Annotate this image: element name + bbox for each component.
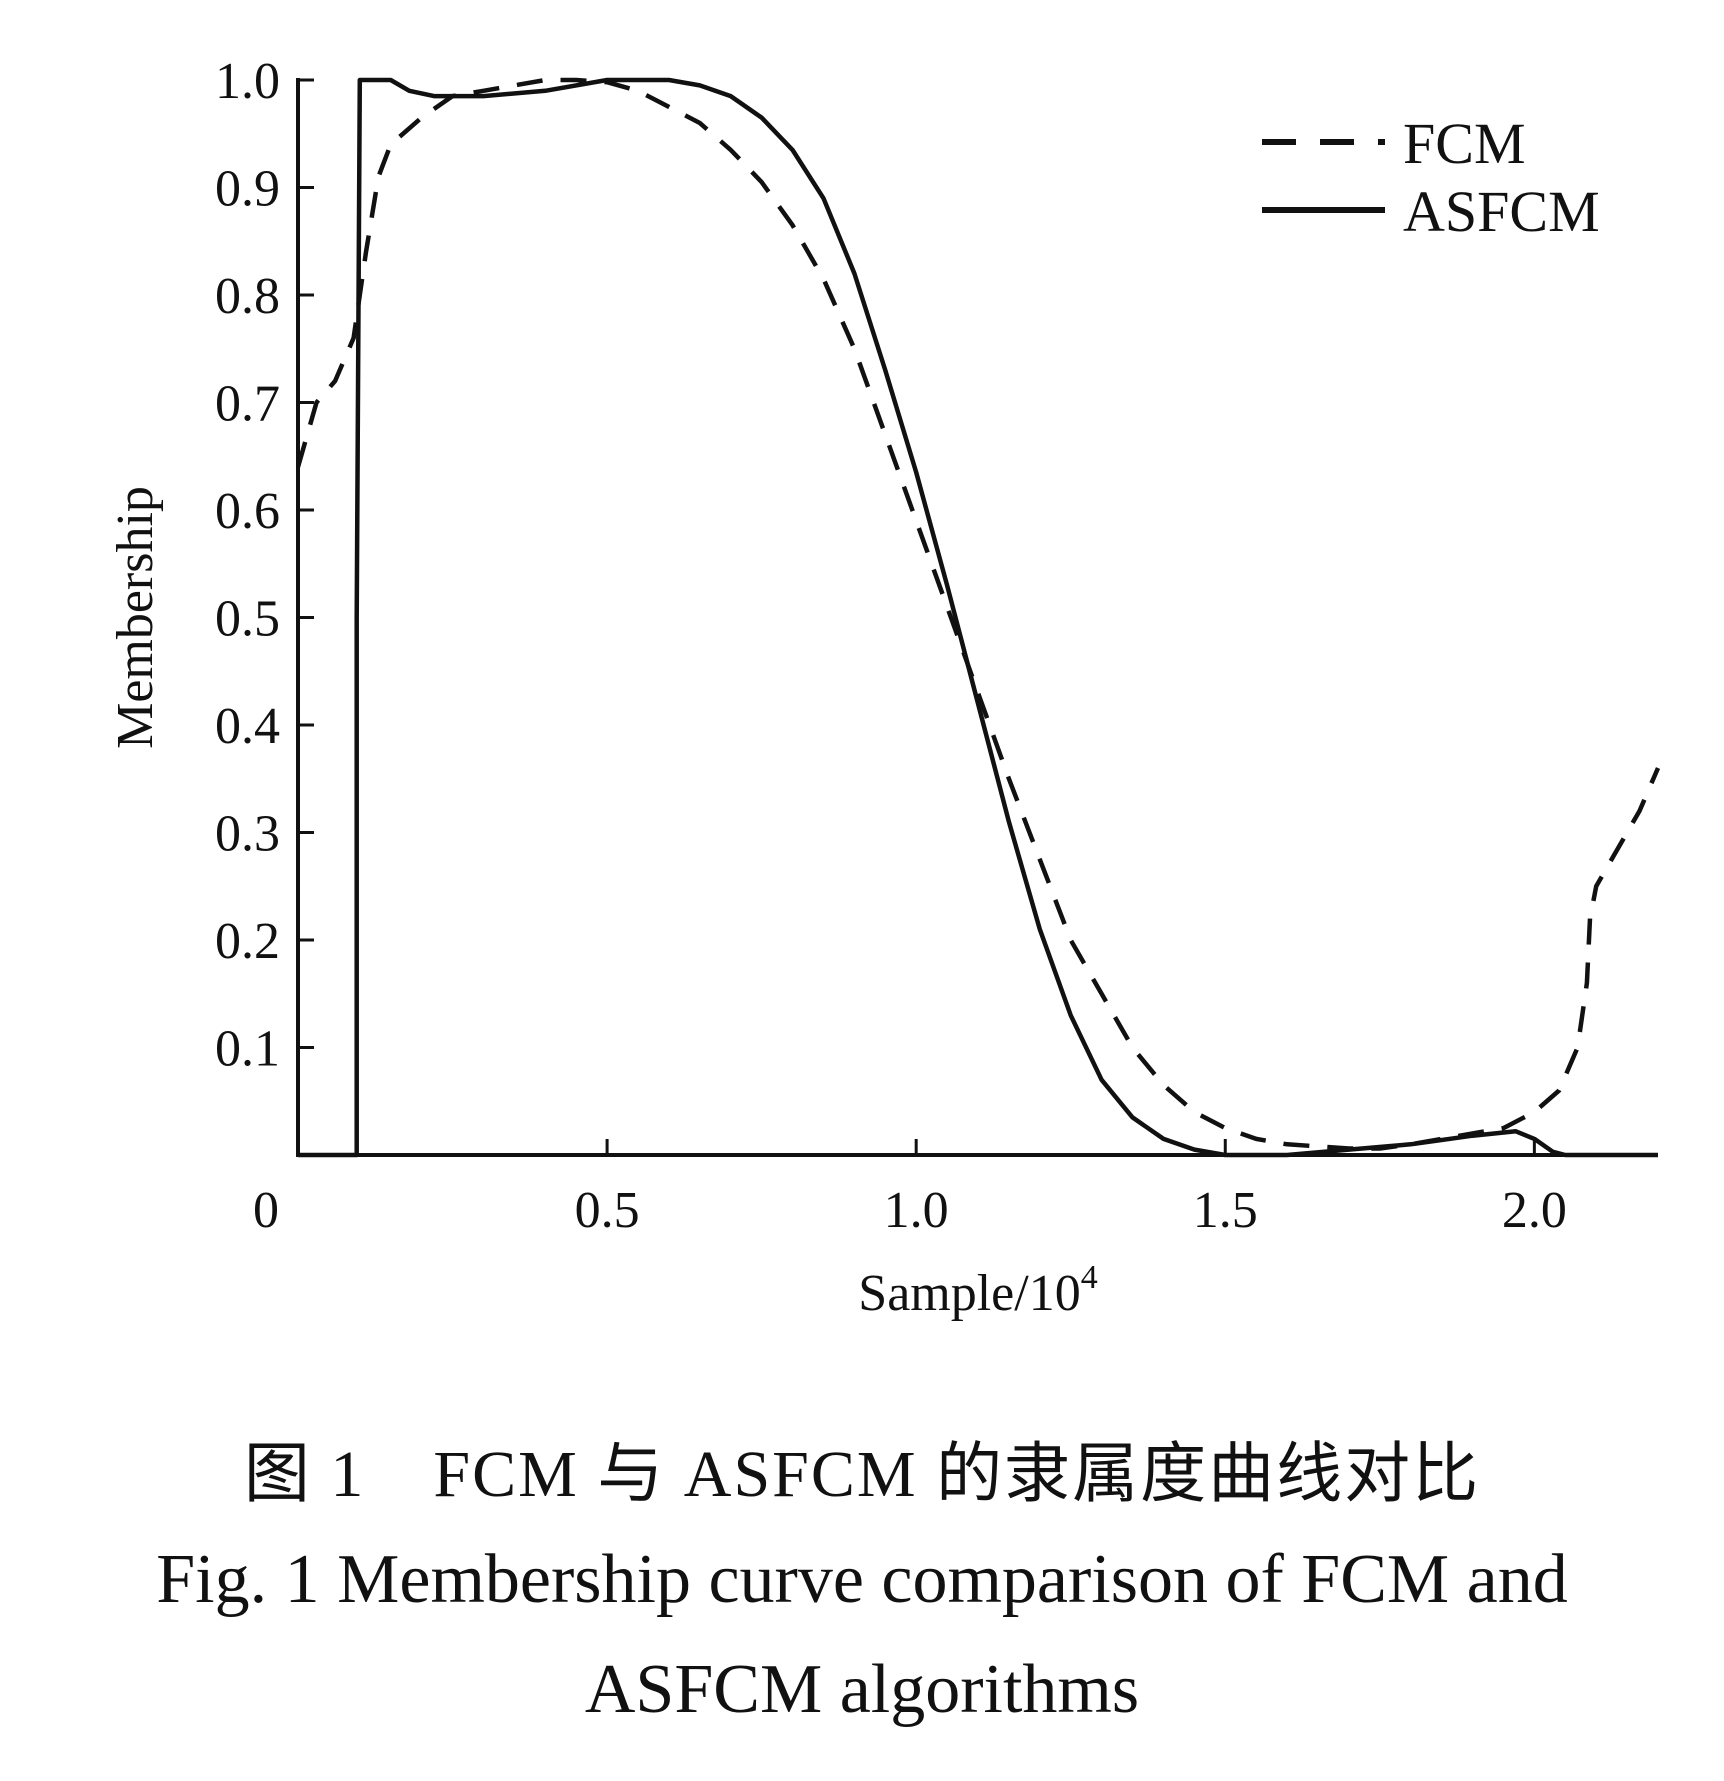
y-ticks: 0.1 0.2 0.3 0.4 0.5 0.6 0.7 0.8 0.9 1.0 [215, 53, 314, 1078]
x-axis-title-superscript: 4 [1081, 1259, 1098, 1296]
y-tick-label: 1.0 [215, 53, 280, 110]
x-tick-label: 2.0 [1502, 1182, 1567, 1239]
y-tick-label: 0.2 [215, 913, 280, 970]
y-tick-label: 0.4 [215, 698, 280, 755]
legend: FCM ASFCM [1262, 111, 1600, 244]
x-axis-title-text: Sample/10 [858, 1265, 1080, 1322]
x-tick-label: 1.5 [1193, 1182, 1258, 1239]
y-axis-title: Membership [107, 486, 164, 749]
y-tick-label: 0.1 [215, 1021, 280, 1078]
y-tick-label: 0.6 [215, 483, 280, 540]
x-tick-label: 0.5 [575, 1182, 640, 1239]
series-group [295, 77, 1661, 1158]
x-tick-label: 1.0 [884, 1182, 949, 1239]
y-tick-label: 0.7 [215, 376, 280, 433]
legend-label-asfcm: ASFCM [1403, 179, 1600, 244]
y-tick-label: 0.3 [215, 806, 280, 863]
series-line-asfcm [298, 77, 1658, 1158]
x-axis-title: Sample/104 [858, 1259, 1097, 1322]
y-tick-label: 0.8 [215, 268, 280, 325]
legend-label-fcm: FCM [1403, 111, 1526, 176]
x-ticks: 0 0.5 1.0 1.5 2.0 [253, 1139, 1567, 1239]
figure-caption-chinese: 图 1 FCM 与 ASFCM 的隶属度曲线对比 [243, 1438, 1481, 1511]
figure-caption-english-line1: Fig. 1 Membership curve comparison of FC… [156, 1541, 1568, 1618]
figure-caption-english-line2: ASFCM algorithms [584, 1651, 1140, 1728]
y-tick-label: 0.5 [215, 591, 280, 648]
y-tick-label: 0.9 [215, 161, 280, 218]
series-line-fcm [295, 77, 1661, 1151]
x-tick-label: 0 [253, 1182, 279, 1239]
